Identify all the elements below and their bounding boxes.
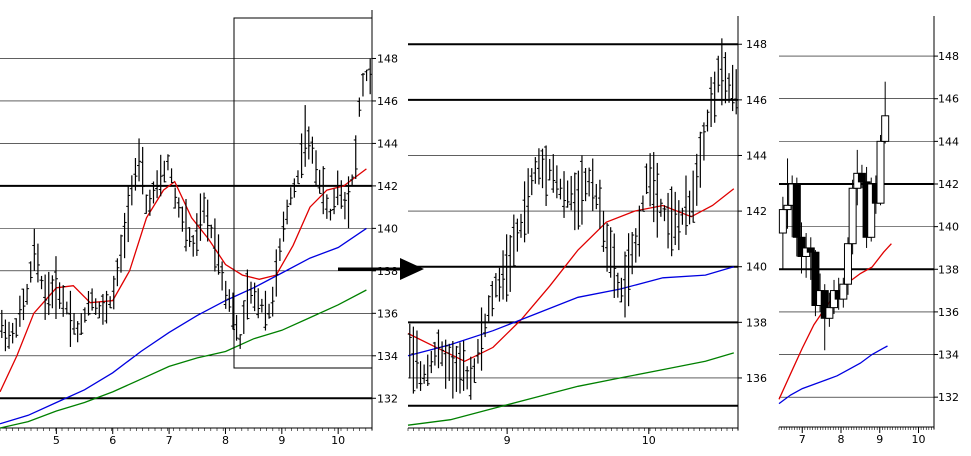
candle-body: [876, 140, 885, 204]
y-tick-label: 138: [746, 316, 767, 329]
candle-body: [811, 251, 820, 306]
y-tick-label: 142: [377, 180, 398, 193]
candle-body: [843, 243, 852, 285]
y-tick-label: 140: [377, 222, 398, 235]
y-tick-label: 138: [938, 263, 959, 276]
x-tick-label: 5: [53, 434, 60, 447]
y-tick-label: 138: [377, 265, 398, 278]
x-tick-label: 8: [222, 434, 229, 447]
x-tick-label: 9: [876, 433, 883, 446]
y-tick-label: 136: [746, 372, 767, 385]
x-tick-label: 6: [109, 434, 116, 447]
y-tick-label: 144: [377, 137, 398, 150]
y-tick-label: 134: [377, 350, 398, 363]
moving-average-ma_long: [407, 352, 734, 426]
y-tick-label: 144: [938, 135, 959, 148]
moving-average-ma_long: [0, 289, 367, 429]
y-tick-label: 146: [377, 95, 398, 108]
moving-average-ma_short: [407, 188, 735, 363]
y-tick-label: 136: [377, 307, 398, 320]
x-tick-label: 8: [838, 433, 845, 446]
y-tick-label: 146: [746, 94, 767, 107]
y-tick-label: 148: [938, 50, 959, 63]
y-tick-label: 134: [938, 349, 959, 362]
moving-average-ma_mid: [407, 266, 734, 357]
zoom-box: [233, 17, 373, 369]
candle-body: [820, 290, 829, 319]
y-tick-label: 148: [377, 52, 398, 65]
x-tick-label: 9: [278, 434, 285, 447]
y-tick-label: 148: [746, 38, 767, 51]
candle-body: [778, 209, 787, 234]
x-tick-label: 7: [799, 433, 806, 446]
y-tick-label: 136: [938, 306, 959, 319]
candle-body: [783, 204, 792, 211]
y-tick-label: 142: [938, 178, 959, 191]
candle-body: [806, 247, 815, 253]
y-tick-label: 140: [938, 221, 959, 234]
candle-body: [797, 236, 806, 257]
moving-average-ma_mid: [0, 227, 367, 425]
moving-average-ma_short: [0, 168, 367, 393]
candle-body: [881, 115, 890, 142]
x-tick-label: 10: [912, 433, 926, 446]
candle-body: [857, 172, 866, 183]
y-tick-label: 144: [746, 149, 767, 162]
candle-body: [848, 187, 857, 245]
y-tick-label: 140: [746, 261, 767, 274]
chart-panel-3: 132 134 136 138 140 142 144 146 148 7 8 9 10: [778, 16, 959, 446]
x-tick-label: 9: [504, 434, 511, 447]
y-tick-label: 146: [938, 93, 959, 106]
moving-average-ma_mid: [778, 345, 888, 405]
x-tick-label: 7: [166, 434, 173, 447]
chart-panel-1: 132 134 136 138 140 142 144 146 148 5 6 7 8 9 10: [0, 10, 398, 447]
y-tick-label: 142: [746, 205, 767, 218]
candle-body: [825, 307, 834, 319]
x-tick-label: 10: [642, 434, 656, 447]
x-tick-label: 10: [331, 434, 345, 447]
zoom-arrow-head: [400, 258, 424, 280]
y-tick-label: 132: [938, 391, 959, 404]
y-tick-label: 132: [377, 392, 398, 405]
candle-body: [867, 183, 876, 238]
chart-panel-2: 136 138 140 142 144 146 148 9 10: [407, 16, 767, 447]
candle-body: [792, 183, 801, 238]
candle-body: [839, 283, 848, 300]
